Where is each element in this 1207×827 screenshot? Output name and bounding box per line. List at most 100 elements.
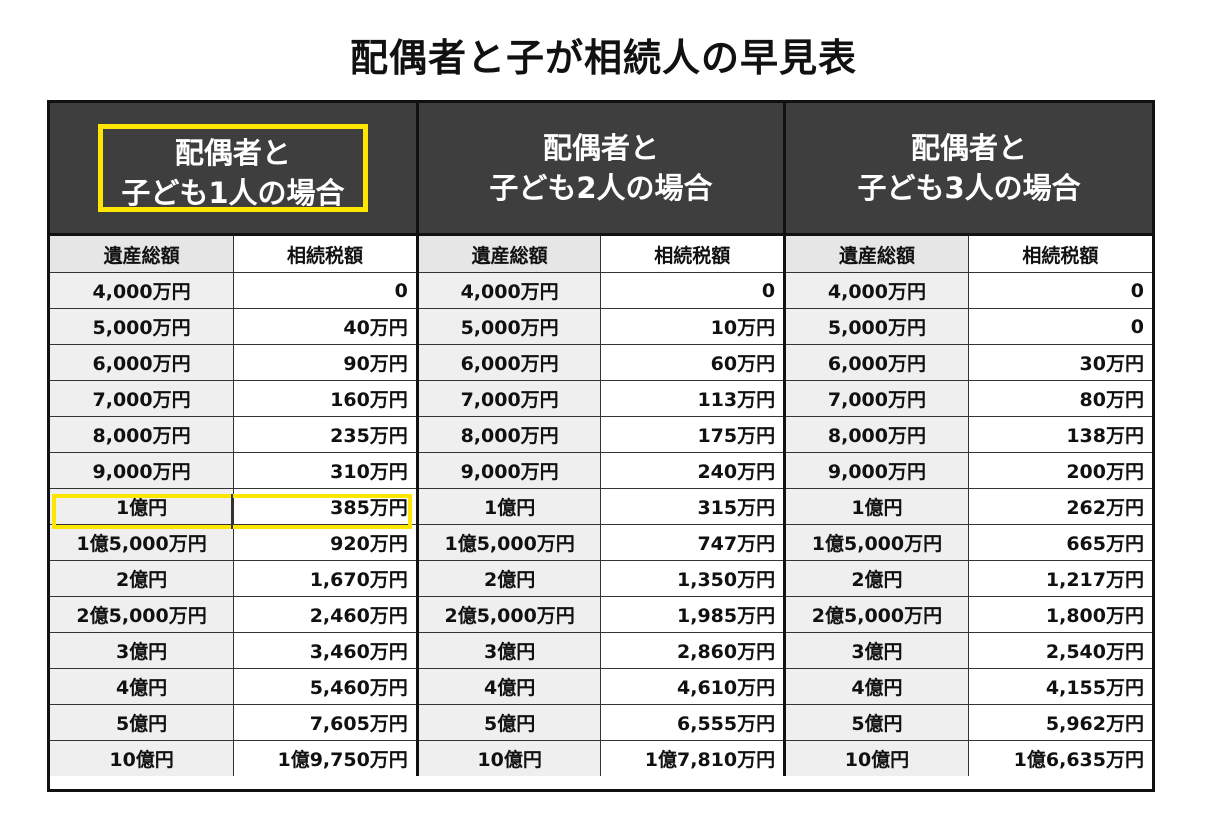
tax-cell: 6,555万円: [600, 704, 785, 741]
tax-cell: 920万円: [233, 524, 418, 561]
tax-cell: 1,800万円: [967, 596, 1152, 633]
tax-cell: 0: [600, 272, 785, 309]
inheritance-tax-table: 配偶者と 子ども1人の場合 配偶者と 子ども2人の場合 配偶者と 子ども3人の場…: [47, 100, 1155, 792]
table-row: 2億円 1,670万円 2億円 1,350万円 2億円 1,217万円: [50, 560, 1152, 597]
table-row: 2億5,000万円 2,460万円 2億5,000万円 1,985万円 2億5,000万…: [50, 596, 1152, 633]
tax-cell: 385万円: [233, 488, 418, 525]
subheader-tax: 相続税額: [233, 233, 418, 273]
estate-cell: 5,000万円: [783, 308, 969, 345]
tax-cell: 200万円: [967, 452, 1152, 489]
tax-cell: 1億9,750万円: [233, 740, 418, 776]
table-body: 4,000万円 0 4,000万円 0 4,000万円 0 5,000万円 40万円 5,000…: [50, 272, 1152, 776]
tax-cell: 2,460万円: [233, 596, 418, 633]
tax-cell: 1億7,810万円: [600, 740, 785, 776]
estate-cell: 7,000万円: [415, 380, 601, 417]
table-row: 1億5,000万円 920万円 1億5,000万円 747万円 1億5,000万円 665…: [50, 524, 1152, 561]
tax-cell: 80万円: [967, 380, 1152, 417]
tax-cell: 310万円: [233, 452, 418, 489]
estate-cell: 1億5,000万円: [415, 524, 601, 561]
subheader-tax: 相続税額: [600, 233, 785, 273]
subheader-row: 遺産総額 相続税額 遺産総額 相続税額 遺産総額 相続税額: [50, 233, 1152, 273]
estate-cell: 5,000万円: [50, 308, 234, 345]
estate-cell: 10億円: [50, 740, 234, 776]
table-row: 10億円 1億9,750万円 10億円 1億7,810万円 10億円 1億6,635万円: [50, 740, 1152, 776]
tax-cell: 90万円: [233, 344, 418, 381]
estate-cell: 9,000万円: [783, 452, 969, 489]
estate-cell: 2億5,000万円: [415, 596, 601, 633]
estate-cell: 4,000万円: [50, 272, 234, 309]
estate-cell: 4億円: [50, 668, 234, 705]
estate-cell: 7,000万円: [783, 380, 969, 417]
tax-cell: 1,985万円: [600, 596, 785, 633]
tax-cell: 30万円: [967, 344, 1152, 381]
table-row: 5,000万円 40万円 5,000万円 10万円 5,000万円 0: [50, 308, 1152, 345]
table-row: 4,000万円 0 4,000万円 0 4,000万円 0: [50, 272, 1152, 309]
estate-cell: 2億5,000万円: [783, 596, 969, 633]
group-header-line1: 配偶者と: [174, 135, 291, 170]
estate-cell: 1億5,000万円: [783, 524, 969, 561]
group-header-3-children: 配偶者と 子ども3人の場合: [783, 103, 1152, 235]
table-row: 3億円 3,460万円 3億円 2,860万円 3億円 2,540万円: [50, 632, 1152, 669]
table-row: 1億円 385万円 1億円 315万円 1億円 262万円: [50, 488, 1152, 525]
estate-cell: 2億円: [415, 560, 601, 597]
tax-cell: 60万円: [600, 344, 785, 381]
group-header-row: 配偶者と 子ども1人の場合 配偶者と 子ども2人の場合 配偶者と 子ども3人の場…: [50, 103, 1152, 235]
estate-cell: 2億5,000万円: [50, 596, 234, 633]
subheader-tax: 相続税額: [967, 233, 1152, 273]
estate-cell: 4億円: [415, 668, 601, 705]
estate-cell: 5,000万円: [415, 308, 601, 345]
tax-cell: 1,670万円: [233, 560, 418, 597]
estate-cell: 2億円: [783, 560, 969, 597]
tax-cell: 7,605万円: [233, 704, 418, 741]
group-header-line2: 子ども1人の場合: [121, 175, 345, 210]
table-row: 6,000万円 90万円 6,000万円 60万円 6,000万円 30万円: [50, 344, 1152, 381]
tax-cell: 175万円: [600, 416, 785, 453]
tax-cell: 3,460万円: [233, 632, 418, 669]
tax-cell: 2,860万円: [600, 632, 785, 669]
estate-cell: 10億円: [415, 740, 601, 776]
tax-cell: 2,540万円: [967, 632, 1152, 669]
estate-cell: 4億円: [783, 668, 969, 705]
tax-cell: 40万円: [233, 308, 418, 345]
table-row: 4億円 5,460万円 4億円 4,610万円 4億円 4,155万円: [50, 668, 1152, 705]
group-header-2-children: 配偶者と 子ども2人の場合: [415, 103, 785, 235]
estate-cell: 9,000万円: [415, 452, 601, 489]
tax-cell: 0: [967, 272, 1152, 309]
group-header-line1: 配偶者と: [542, 131, 659, 165]
table-row: 9,000万円 310万円 9,000万円 240万円 9,000万円 200万円: [50, 452, 1152, 489]
group-header-1-child: 配偶者と 子ども1人の場合: [50, 103, 418, 235]
tax-cell: 665万円: [967, 524, 1152, 561]
group-header-line1: 配偶者と: [911, 131, 1028, 165]
estate-cell: 6,000万円: [50, 344, 234, 381]
tax-cell: 1,217万円: [967, 560, 1152, 597]
tax-cell: 4,610万円: [600, 668, 785, 705]
page-title: 配偶者と子が相続人の早見表: [349, 36, 857, 80]
tax-table: 配偶者と 子ども1人の場合 配偶者と 子ども2人の場合 配偶者と 子ども3人の場…: [50, 103, 1152, 776]
tax-cell: 235万円: [233, 416, 418, 453]
group-header-line2: 子ども3人の場合: [857, 171, 1081, 205]
subheader-estate: 遺産総額: [783, 233, 969, 273]
estate-cell: 8,000万円: [50, 416, 234, 453]
estate-cell: 5億円: [50, 704, 234, 741]
estate-cell: 9,000万円: [50, 452, 234, 489]
estate-cell: 3億円: [50, 632, 234, 669]
estate-cell: 1億円: [50, 488, 234, 525]
estate-cell: 5億円: [783, 704, 969, 741]
tax-cell: 4,155万円: [967, 668, 1152, 705]
table-row: 8,000万円 235万円 8,000万円 175万円 8,000万円 138万円: [50, 416, 1152, 453]
tax-cell: 0: [967, 308, 1152, 345]
tax-cell: 315万円: [600, 488, 785, 525]
tax-cell: 747万円: [600, 524, 785, 561]
estate-cell: 3億円: [783, 632, 969, 669]
estate-cell: 1億5,000万円: [50, 524, 234, 561]
tax-cell: 262万円: [967, 488, 1152, 525]
table-row: 5億円 7,605万円 5億円 6,555万円 5億円 5,962万円: [50, 704, 1152, 741]
estate-cell: 5億円: [415, 704, 601, 741]
estate-cell: 10億円: [783, 740, 969, 776]
tax-cell: 138万円: [967, 416, 1152, 453]
estate-cell: 1億円: [783, 488, 969, 525]
estate-cell: 8,000万円: [783, 416, 969, 453]
estate-cell: 4,000万円: [415, 272, 601, 309]
estate-cell: 8,000万円: [415, 416, 601, 453]
tax-cell: 5,460万円: [233, 668, 418, 705]
